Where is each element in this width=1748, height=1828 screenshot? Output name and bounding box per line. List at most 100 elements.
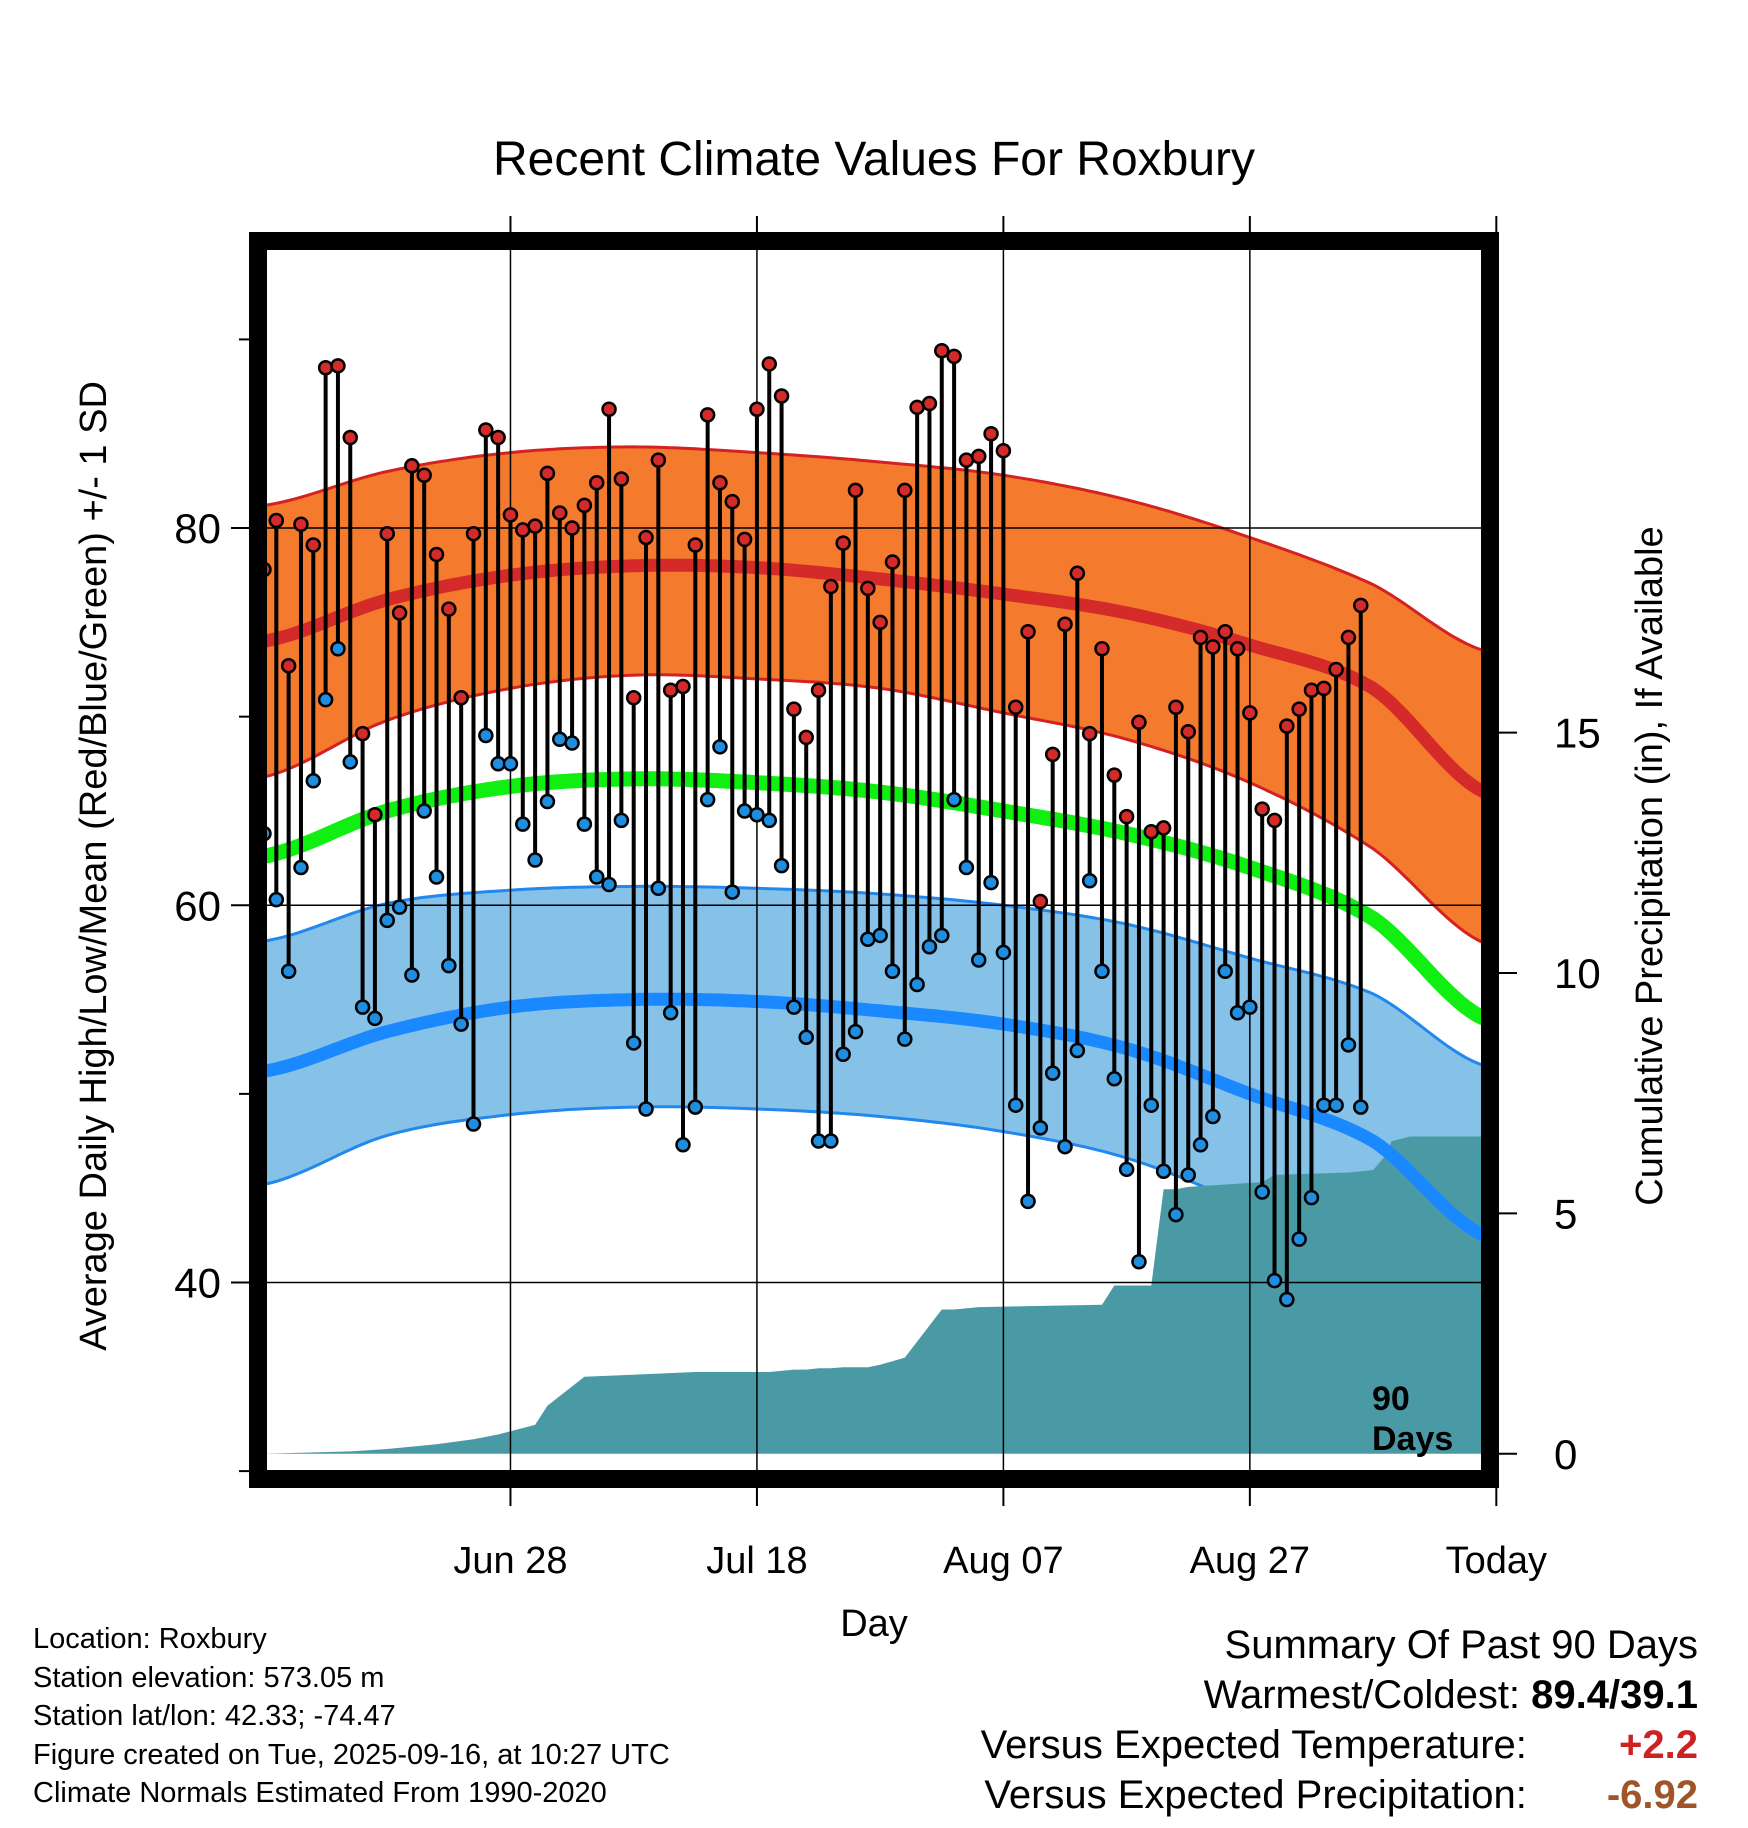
daily-high-point bbox=[317, 359, 334, 376]
daily-low-point bbox=[909, 976, 925, 993]
daily-low-point bbox=[749, 806, 765, 823]
daily-low-point bbox=[588, 869, 605, 885]
daily-low-point bbox=[1069, 1042, 1086, 1059]
axes: 40 60 80 0 5 10 15 Jun 28 Jul 18 Aug 07 Aug 27 Toda… bbox=[174, 216, 1601, 1582]
daily-high-point bbox=[810, 682, 827, 698]
daily-low-point bbox=[1118, 1161, 1135, 1178]
daily-high-point bbox=[934, 342, 950, 359]
daily-low-point bbox=[1032, 1120, 1049, 1136]
daily-high-point bbox=[736, 531, 753, 548]
daily-low-point bbox=[934, 927, 950, 944]
daily-high-point bbox=[1254, 801, 1270, 817]
daily-high-point bbox=[958, 452, 975, 468]
daily-high-point bbox=[625, 690, 642, 706]
daily-low-point bbox=[465, 1116, 482, 1132]
daily-low-point bbox=[1205, 1108, 1221, 1125]
daily-low-point bbox=[1266, 1272, 1283, 1289]
daily-high-point bbox=[1192, 629, 1209, 646]
daily-low-point bbox=[379, 912, 395, 929]
daily-low-point bbox=[798, 1029, 814, 1046]
daily-low-point bbox=[564, 735, 580, 751]
daily-high-point bbox=[1131, 714, 1147, 731]
daily-high-point bbox=[367, 806, 383, 823]
daily-high-point bbox=[786, 701, 802, 717]
normal-low-line bbox=[264, 992, 1484, 1242]
daily-low-point bbox=[1143, 1097, 1160, 1113]
daily-high-point bbox=[354, 725, 371, 742]
daily-low-point bbox=[1242, 999, 1258, 1015]
info-elevation: Station elevation: 573.05 m bbox=[33, 1661, 385, 1694]
normal-high-line bbox=[264, 558, 1484, 798]
daily-low-point bbox=[490, 756, 506, 772]
daily-low-point bbox=[576, 816, 593, 832]
daily-high-point bbox=[909, 399, 925, 416]
daily-high-point bbox=[1217, 624, 1233, 640]
y-tick-label: 60 bbox=[174, 882, 221, 929]
y-right-tick-label: 10 bbox=[1554, 950, 1601, 997]
daily-high-point bbox=[1279, 718, 1295, 734]
daily-low-point bbox=[1291, 1231, 1307, 1247]
daily-low-point bbox=[280, 963, 297, 980]
daily-low-point bbox=[342, 754, 359, 770]
daily-low-point bbox=[1328, 1097, 1344, 1113]
summary-panel: Summary Of Past 90 Days Warmest/Coldest:… bbox=[981, 1620, 1698, 1820]
daily-low-point bbox=[416, 803, 432, 819]
daily-low-point bbox=[687, 1099, 704, 1115]
summary-precip-value: -6.92 bbox=[1606, 1773, 1698, 1817]
daily-high-point bbox=[823, 578, 839, 595]
daily-high-point bbox=[860, 580, 876, 597]
daily-high-point bbox=[970, 448, 987, 465]
daily-high-point bbox=[1094, 641, 1110, 657]
summary-temp-label: Versus Expected Temperature: bbox=[980, 1723, 1527, 1767]
daily-high-point bbox=[552, 505, 568, 521]
chart-title: Recent Climate Values For Roxbury bbox=[493, 133, 1255, 186]
daily-low-point bbox=[1007, 1097, 1024, 1113]
daily-high-point bbox=[675, 678, 691, 695]
daily-low-point bbox=[268, 891, 285, 908]
daily-low-point bbox=[1353, 1099, 1369, 1115]
daily-low-point bbox=[1020, 1193, 1036, 1210]
daily-low-point bbox=[539, 793, 556, 810]
daily-high-point bbox=[564, 520, 580, 536]
daily-low-point bbox=[613, 812, 630, 829]
daily-high-point bbox=[539, 465, 556, 482]
daily-low-point bbox=[699, 791, 716, 808]
today-marker-label: 90 Days bbox=[1372, 1380, 1453, 1458]
daily-low-point bbox=[453, 1016, 469, 1032]
daily-low-point bbox=[478, 727, 494, 744]
daily-low-point bbox=[1044, 1065, 1061, 1081]
daily-low-point bbox=[601, 876, 617, 893]
daily-high-point bbox=[527, 518, 543, 534]
daily-high-point bbox=[441, 601, 457, 617]
daily-low-point bbox=[1057, 1138, 1073, 1155]
daily-high-point bbox=[280, 657, 297, 674]
daily-high-point bbox=[872, 614, 888, 631]
daily-high-point bbox=[699, 407, 716, 423]
x-axis-label: Day bbox=[840, 1603, 908, 1645]
x-tick-label: Jul 18 bbox=[706, 1540, 807, 1582]
plot-frame bbox=[249, 232, 1499, 1488]
daily-low-point bbox=[736, 803, 753, 819]
y-tick-label: 40 bbox=[174, 1259, 221, 1306]
daily-high-point bbox=[502, 507, 519, 523]
y-axis-right-label: Cumulative Precipitation (in), If Availa… bbox=[1629, 526, 1671, 1205]
daily-high-point bbox=[416, 467, 432, 483]
daily-high-point bbox=[1118, 808, 1135, 825]
daily-high-point bbox=[305, 537, 322, 553]
daily-low-point bbox=[823, 1133, 839, 1149]
x-tick-label: Aug 27 bbox=[1190, 1540, 1310, 1582]
daily-low-point bbox=[761, 812, 778, 829]
daily-low-point bbox=[970, 952, 987, 968]
daily-high-point bbox=[662, 682, 679, 698]
daily-low-point bbox=[884, 963, 901, 980]
summary-heading: Summary Of Past 90 Days bbox=[1224, 1623, 1698, 1667]
daily-low-point bbox=[502, 756, 519, 772]
daily-high-point bbox=[379, 525, 395, 542]
daily-high-point bbox=[847, 482, 864, 499]
daily-high-point bbox=[465, 525, 482, 542]
daily-high-point bbox=[515, 522, 531, 538]
daily-low-point bbox=[1316, 1097, 1332, 1113]
daily-high-point bbox=[638, 529, 654, 546]
x-tick-label: Jun 28 bbox=[453, 1540, 567, 1582]
daily-low-point bbox=[354, 999, 371, 1015]
